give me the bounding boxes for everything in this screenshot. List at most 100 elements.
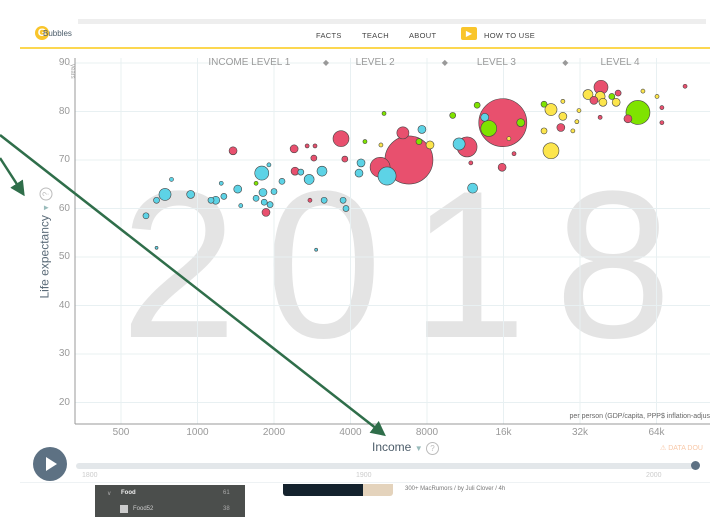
feed-food52[interactable]: Food52 xyxy=(133,506,154,512)
country-bubble[interactable] xyxy=(332,130,350,147)
country-bubble[interactable] xyxy=(378,142,384,148)
country-bubble[interactable] xyxy=(233,184,243,194)
gapminder-logo-icon[interactable]: G xyxy=(35,26,49,40)
country-bubble[interactable] xyxy=(377,166,397,186)
country-bubble[interactable] xyxy=(614,89,622,97)
country-bubble[interactable] xyxy=(558,112,568,121)
country-bubble[interactable] xyxy=(597,114,603,120)
country-bubble[interactable] xyxy=(467,182,478,194)
play-video-icon[interactable]: ▶ xyxy=(461,27,477,40)
country-bubble[interactable] xyxy=(659,120,665,125)
timeline-handle[interactable] xyxy=(691,461,700,470)
country-bubble[interactable] xyxy=(261,208,271,217)
country-bubble[interactable] xyxy=(228,146,238,156)
country-bubble[interactable] xyxy=(362,139,368,144)
country-bubble[interactable] xyxy=(258,188,268,197)
country-bubble[interactable] xyxy=(598,97,608,107)
country-bubble[interactable] xyxy=(252,194,260,202)
country-bubble[interactable] xyxy=(270,188,278,195)
country-bubble[interactable] xyxy=(611,97,621,107)
country-bubble[interactable] xyxy=(304,143,310,149)
country-bubble[interactable] xyxy=(142,212,150,220)
country-bubble[interactable] xyxy=(153,196,160,204)
country-bubble[interactable] xyxy=(473,101,481,109)
country-bubble[interactable] xyxy=(253,180,259,186)
x-axis-label[interactable]: Income xyxy=(372,440,412,454)
country-bubble[interactable] xyxy=(339,196,347,204)
country-bubble[interactable] xyxy=(417,125,427,134)
country-bubble[interactable] xyxy=(278,178,286,185)
country-bubble[interactable] xyxy=(354,168,364,178)
country-bubble[interactable] xyxy=(682,83,688,89)
country-bubble[interactable] xyxy=(381,111,387,116)
country-bubble[interactable] xyxy=(415,138,423,145)
chevron-down-icon[interactable]: ∨ xyxy=(107,491,112,497)
nav-how-to-use[interactable]: HOW TO USE xyxy=(484,31,536,40)
country-bubble[interactable] xyxy=(307,197,313,203)
country-bubble[interactable] xyxy=(574,119,580,125)
country-bubble[interactable] xyxy=(341,155,349,163)
country-bubble[interactable] xyxy=(310,154,318,162)
nav-about[interactable]: ABOUT xyxy=(409,31,437,40)
country-bubble[interactable] xyxy=(207,196,215,204)
country-bubble[interactable] xyxy=(511,151,517,157)
country-bubble[interactable] xyxy=(582,89,594,100)
country-bubble[interactable] xyxy=(608,93,616,100)
country-bubble[interactable] xyxy=(356,158,366,168)
brand-name[interactable]: Bubbles xyxy=(43,29,72,38)
country-bubble[interactable] xyxy=(266,162,272,168)
country-bubble[interactable] xyxy=(396,126,410,140)
help-icon[interactable]: ? xyxy=(425,442,439,455)
timeline-slider[interactable] xyxy=(76,463,696,469)
country-bubble[interactable] xyxy=(542,142,560,160)
country-bubble[interactable] xyxy=(480,113,490,122)
country-bubble[interactable] xyxy=(158,188,172,201)
country-bubble[interactable] xyxy=(659,105,665,110)
country-bubble[interactable] xyxy=(452,137,466,151)
country-bubble[interactable] xyxy=(342,205,350,212)
folder-food[interactable]: Food xyxy=(121,490,136,496)
country-bubble[interactable] xyxy=(654,94,660,99)
country-bubble[interactable] xyxy=(623,114,633,124)
country-bubble[interactable] xyxy=(468,160,474,166)
country-bubble[interactable] xyxy=(589,96,599,105)
country-bubble[interactable] xyxy=(480,120,498,137)
article-thumbnail[interactable] xyxy=(283,484,393,496)
country-bubble[interactable] xyxy=(540,127,548,135)
country-bubble[interactable] xyxy=(289,144,299,154)
data-doubts-link[interactable]: ⚠ DATA DOU xyxy=(660,444,703,452)
country-bubble[interactable] xyxy=(570,128,576,134)
country-bubble[interactable] xyxy=(316,165,328,177)
country-bubble[interactable] xyxy=(238,203,244,208)
country-bubble[interactable] xyxy=(497,162,507,172)
nav-facts[interactable]: FACTS xyxy=(316,31,342,40)
country-bubble[interactable] xyxy=(254,165,270,181)
country-bubble[interactable] xyxy=(320,196,328,204)
x-axis-selector[interactable]: Income ▼ ? xyxy=(372,440,439,455)
nav-teach[interactable]: TEACH xyxy=(362,31,389,40)
country-bubble[interactable] xyxy=(303,174,315,185)
play-button[interactable] xyxy=(33,447,67,481)
country-bubble[interactable] xyxy=(266,201,274,208)
country-bubble[interactable] xyxy=(218,180,224,186)
country-bubble[interactable] xyxy=(640,88,646,94)
country-bubble[interactable] xyxy=(260,198,268,206)
country-bubble[interactable] xyxy=(169,177,174,182)
country-bubble[interactable] xyxy=(297,168,305,176)
country-bubble[interactable] xyxy=(449,112,457,119)
country-bubble[interactable] xyxy=(425,140,435,150)
country-bubble[interactable] xyxy=(516,118,525,127)
country-bubble[interactable] xyxy=(576,108,582,113)
article-meta[interactable]: 300+ MacRumors / by Juli Clover / 4h xyxy=(405,486,506,492)
country-bubble[interactable] xyxy=(556,123,566,132)
country-bubble[interactable] xyxy=(544,103,558,116)
country-bubble[interactable] xyxy=(186,190,195,199)
country-bubble[interactable] xyxy=(560,98,566,104)
data-doubts-label[interactable]: DATA DOU xyxy=(668,445,703,452)
country-bubble[interactable] xyxy=(314,247,318,252)
country-bubble[interactable] xyxy=(312,143,318,149)
country-bubble[interactable] xyxy=(220,193,228,200)
country-bubble[interactable] xyxy=(154,245,159,250)
chevron-down-icon[interactable]: ▼ xyxy=(414,444,423,453)
country-bubble[interactable] xyxy=(506,136,512,141)
